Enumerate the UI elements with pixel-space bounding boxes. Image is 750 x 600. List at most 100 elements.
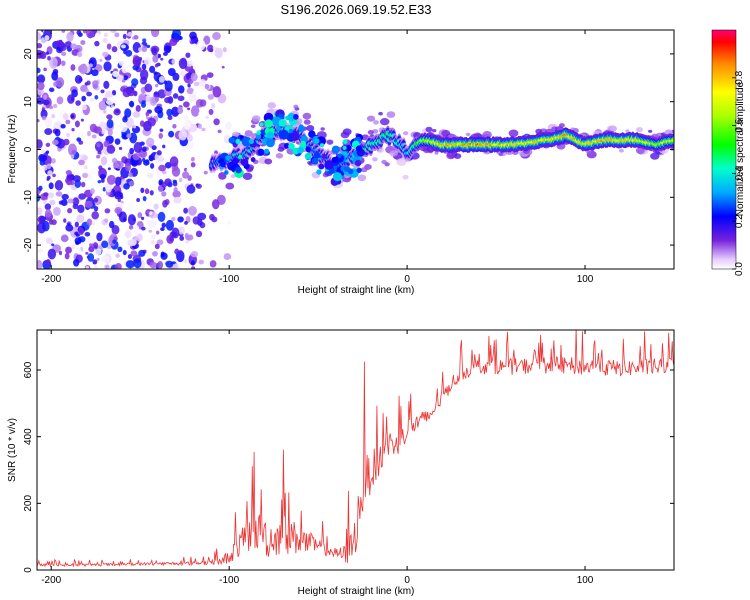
spectrogram-noise-blob (67, 198, 74, 204)
spectrogram-noise-blob (159, 128, 164, 133)
spectrogram-halo-blob (231, 131, 240, 137)
spectrogram-noise-blob (106, 114, 113, 120)
spectrogram-noise-blob (84, 231, 91, 237)
spectrogram-noise-blob (111, 157, 118, 164)
spectrogram-noise-blob (165, 260, 174, 268)
spectrogram-noise-blob (145, 111, 150, 117)
spectrogram-noise-blob (183, 101, 190, 108)
spectrogram-noise-blob (103, 140, 110, 148)
spectrogram-noise-blob (72, 162, 78, 169)
spectrogram-noise-blob (103, 32, 108, 38)
spectrogram-noise-blob (222, 47, 227, 53)
y-tick-label: -20 (23, 237, 34, 252)
spectrogram-turbulence-blob (316, 169, 322, 175)
spectrogram-noise-blob (132, 124, 137, 129)
spectrogram-noise-blob (185, 60, 193, 67)
spectrogram-noise-blob (105, 90, 113, 100)
spectrogram-noise-blob (122, 33, 127, 40)
spectrogram-noise-blob (44, 35, 50, 41)
spectrogram-noise-blob (138, 249, 146, 257)
spectrogram-noise-blob (119, 120, 128, 133)
spectrogram-turbulence-blob (300, 135, 308, 143)
spectrogram-halo-blob (403, 131, 409, 136)
spectrogram-noise-blob (100, 89, 105, 94)
spectrogram-noise-blob (44, 203, 52, 211)
spectrogram-noise-blob (96, 32, 100, 38)
spectrogram-noise-blob (121, 66, 130, 74)
spectrogram-halo-blob (635, 147, 645, 155)
spectrogram-noise-blob (60, 234, 69, 243)
spectrogram-noise-blob (70, 154, 75, 159)
spectrogram-noise-blob (177, 106, 183, 114)
spectrogram-noise-blob (96, 142, 101, 148)
spectrogram-noise-blob (55, 191, 63, 197)
spectrogram-noise-blob (178, 129, 188, 141)
spectrogram-halo-blob (264, 158, 273, 165)
spectrogram-noise-blob (227, 220, 232, 226)
spectrogram-noise-blob (123, 49, 127, 55)
spectrogram-noise-blob (125, 202, 134, 213)
spectrogram-noise-blob (78, 227, 85, 236)
spectrogram-halo-blob (384, 162, 390, 167)
spectrogram-halo-blob (386, 111, 396, 118)
x-tick-label: 0 (404, 575, 410, 586)
spectrogram-noise-blob (213, 118, 220, 126)
spectrogram-halo-blob (482, 130, 492, 139)
spectrogram-noise-blob (161, 222, 166, 228)
spectrogram-noise-blob (160, 57, 164, 61)
spectrogram-turbulence-blob (324, 160, 334, 170)
spectrogram-noise-blob (45, 150, 50, 154)
spectrogram-noise-blob (90, 167, 98, 175)
spectrogram-turbulence-blob (318, 163, 325, 170)
y-tick-label: 0 (23, 146, 34, 152)
spectrogram-noise-blob (43, 164, 48, 171)
spectrogram-noise-blob (61, 30, 66, 33)
spectrogram-noise-blob (145, 137, 155, 147)
spectrogram-noise-blob (187, 205, 197, 216)
spectrogram-noise-blob (141, 226, 146, 231)
spectrogram-turbulence-blob (354, 159, 362, 167)
spectrogram-turbulence-blob (265, 138, 275, 148)
spectrogram-noise-blob (128, 224, 134, 230)
spectrogram-turbulence-blob (266, 131, 275, 140)
spectrogram-noise-blob (65, 224, 74, 232)
spectrogram-noise-blob (82, 30, 88, 34)
snr-x-label: Height of straight line (km) (298, 586, 415, 597)
spectrogram-noise-blob (92, 242, 99, 249)
colorbar-tick-label: 0.2 (734, 214, 745, 228)
spectrogram-noise-blob (106, 174, 116, 185)
spectrogram-turbulence-blob (301, 140, 306, 146)
spectrogram-noise-blob (154, 96, 160, 102)
spectrogram-noise-blob (111, 46, 118, 53)
spectrogram-noise-blob (139, 76, 148, 85)
spectrogram-noise-blob (86, 91, 92, 97)
spectrogram-noise-blob (212, 86, 222, 98)
spectrogram-noise-blob (37, 67, 41, 74)
spectrogram-noise-blob (157, 261, 164, 269)
spectrogram-noise-blob (198, 79, 207, 87)
spectrogram-noise-blob (99, 58, 103, 63)
spectrogram-noise-blob (105, 97, 115, 106)
spectrogram-noise-blob (87, 253, 95, 262)
spectrogram-noise-blob (54, 180, 64, 191)
spectrogram-noise-blob (149, 163, 155, 169)
spectrogram-noise-blob (86, 80, 91, 86)
spectrogram-turbulence-blob (238, 154, 243, 159)
spectrogram-halo-blob (432, 129, 437, 133)
spectrogram-halo-blob (625, 129, 630, 133)
spectrogram-noise-blob (166, 108, 173, 117)
spectrogram-noise-blob (110, 104, 115, 108)
spectrogram-noise-blob (49, 56, 58, 69)
spectrogram-noise-blob (132, 224, 140, 235)
spectrogram-noise-blob (171, 106, 180, 117)
spectrogram-noise-blob (157, 53, 162, 59)
spectrogram-noise-blob (92, 261, 96, 265)
spectrogram-noise-blob (149, 261, 157, 269)
spectrogram-noise-blob (94, 95, 99, 100)
spectrogram-turbulence-blob (342, 145, 347, 150)
spectrogram-noise-blob (149, 65, 156, 74)
spectrogram-noise-blob (78, 193, 86, 200)
spectrogram-noise-blob (71, 128, 75, 132)
spectrogram-noise-blob (120, 200, 124, 204)
